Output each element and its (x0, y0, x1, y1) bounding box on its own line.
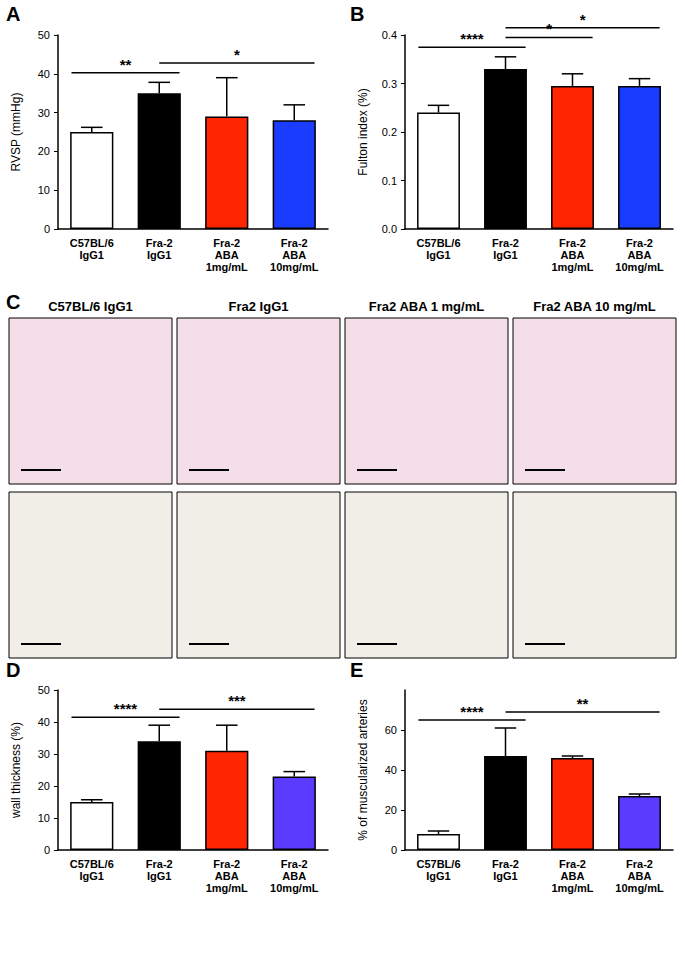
svg-text:ABA: ABA (628, 870, 652, 882)
svg-text:ABA: ABA (282, 870, 306, 882)
svg-text:A: A (6, 3, 20, 25)
svg-text:Fra-2: Fra-2 (626, 237, 653, 249)
svg-text:C: C (6, 291, 20, 313)
svg-text:0.1: 0.1 (382, 175, 397, 187)
svg-text:ABA: ABA (282, 249, 306, 261)
svg-text:Fra-2: Fra-2 (213, 858, 240, 870)
svg-text:ABA: ABA (561, 249, 585, 261)
svg-text:E: E (350, 659, 363, 681)
svg-text:C57BL/6: C57BL/6 (416, 858, 460, 870)
svg-text:0.2: 0.2 (382, 126, 397, 138)
svg-text:Fra2 ABA 10 mg/mL: Fra2 ABA 10 mg/mL (533, 299, 656, 314)
svg-text:ABA: ABA (215, 870, 239, 882)
svg-text:Fra2 ABA 1 mg/mL: Fra2 ABA 1 mg/mL (369, 299, 484, 314)
svg-text:****: **** (460, 703, 484, 720)
svg-text:ABA: ABA (628, 249, 652, 261)
svg-text:IgG1: IgG1 (80, 249, 104, 261)
svg-text:10: 10 (38, 184, 50, 196)
svg-text:IgG1: IgG1 (147, 249, 171, 261)
svg-text:50: 50 (38, 29, 50, 41)
svg-text:40: 40 (385, 764, 397, 776)
svg-text:1mg/mL: 1mg/mL (206, 261, 248, 273)
svg-text:****: **** (460, 30, 484, 47)
svg-text:***: *** (228, 692, 246, 709)
svg-text:10: 10 (38, 812, 50, 824)
svg-text:C57BL/6: C57BL/6 (416, 237, 460, 249)
svg-text:0: 0 (44, 223, 50, 235)
svg-text:40: 40 (38, 716, 50, 728)
svg-text:IgG1: IgG1 (426, 249, 450, 261)
svg-text:10mg/mL: 10mg/mL (270, 882, 319, 894)
svg-text:0: 0 (44, 844, 50, 856)
svg-text:C57BL/6 IgG1: C57BL/6 IgG1 (48, 299, 133, 314)
svg-text:Fra-2: Fra-2 (559, 858, 586, 870)
svg-text:IgG1: IgG1 (426, 870, 450, 882)
svg-text:Fra-2: Fra-2 (146, 858, 173, 870)
svg-text:**: ** (577, 695, 589, 712)
svg-text:RVSP (mmHg): RVSP (mmHg) (9, 93, 23, 172)
svg-text:Fra2 IgG1: Fra2 IgG1 (229, 299, 289, 314)
svg-text:*: * (234, 46, 240, 63)
svg-text:10mg/mL: 10mg/mL (615, 882, 664, 894)
svg-text:wall thickness (%): wall thickness (%) (9, 722, 23, 819)
svg-text:Fra-2: Fra-2 (281, 237, 308, 249)
svg-text:Fra-2: Fra-2 (492, 237, 519, 249)
svg-text:20: 20 (38, 145, 50, 157)
svg-text:10mg/mL: 10mg/mL (615, 261, 664, 273)
svg-text:1mg/mL: 1mg/mL (206, 882, 248, 894)
svg-text:50: 50 (38, 684, 50, 696)
svg-text:Fulton index (%): Fulton index (%) (356, 88, 370, 175)
svg-text:Fra-2: Fra-2 (492, 858, 519, 870)
svg-text:Fra-2: Fra-2 (213, 237, 240, 249)
svg-text:IgG1: IgG1 (147, 870, 171, 882)
svg-text:0.3: 0.3 (382, 78, 397, 90)
svg-text:D: D (6, 659, 20, 681)
svg-text:0.4: 0.4 (382, 29, 397, 41)
svg-text:Fra-2: Fra-2 (281, 858, 308, 870)
svg-text:40: 40 (38, 68, 50, 80)
svg-text:Fra-2: Fra-2 (559, 237, 586, 249)
svg-text:****: **** (114, 700, 138, 717)
svg-text:Fra-2: Fra-2 (146, 237, 173, 249)
svg-text:ABA: ABA (561, 870, 585, 882)
svg-text:IgG1: IgG1 (493, 249, 517, 261)
svg-text:60: 60 (385, 724, 397, 736)
svg-text:1mg/mL: 1mg/mL (551, 261, 593, 273)
svg-text:*: * (580, 11, 586, 28)
svg-text:0.0: 0.0 (382, 223, 397, 235)
svg-text:ABA: ABA (215, 249, 239, 261)
svg-text:C57BL/6: C57BL/6 (70, 237, 114, 249)
svg-text:*: * (546, 20, 552, 37)
svg-text:20: 20 (38, 780, 50, 792)
svg-text:30: 30 (38, 748, 50, 760)
svg-text:30: 30 (38, 107, 50, 119)
svg-text:IgG1: IgG1 (80, 870, 104, 882)
svg-text:10mg/mL: 10mg/mL (270, 261, 319, 273)
svg-text:1mg/mL: 1mg/mL (551, 882, 593, 894)
svg-text:Fra-2: Fra-2 (626, 858, 653, 870)
svg-text:0: 0 (391, 844, 397, 856)
svg-text:% of muscularized arteries: % of muscularized arteries (356, 699, 370, 840)
svg-text:C57BL/6: C57BL/6 (70, 858, 114, 870)
svg-text:20: 20 (385, 804, 397, 816)
svg-text:IgG1: IgG1 (493, 870, 517, 882)
svg-text:**: ** (120, 56, 132, 73)
svg-text:B: B (350, 3, 364, 25)
